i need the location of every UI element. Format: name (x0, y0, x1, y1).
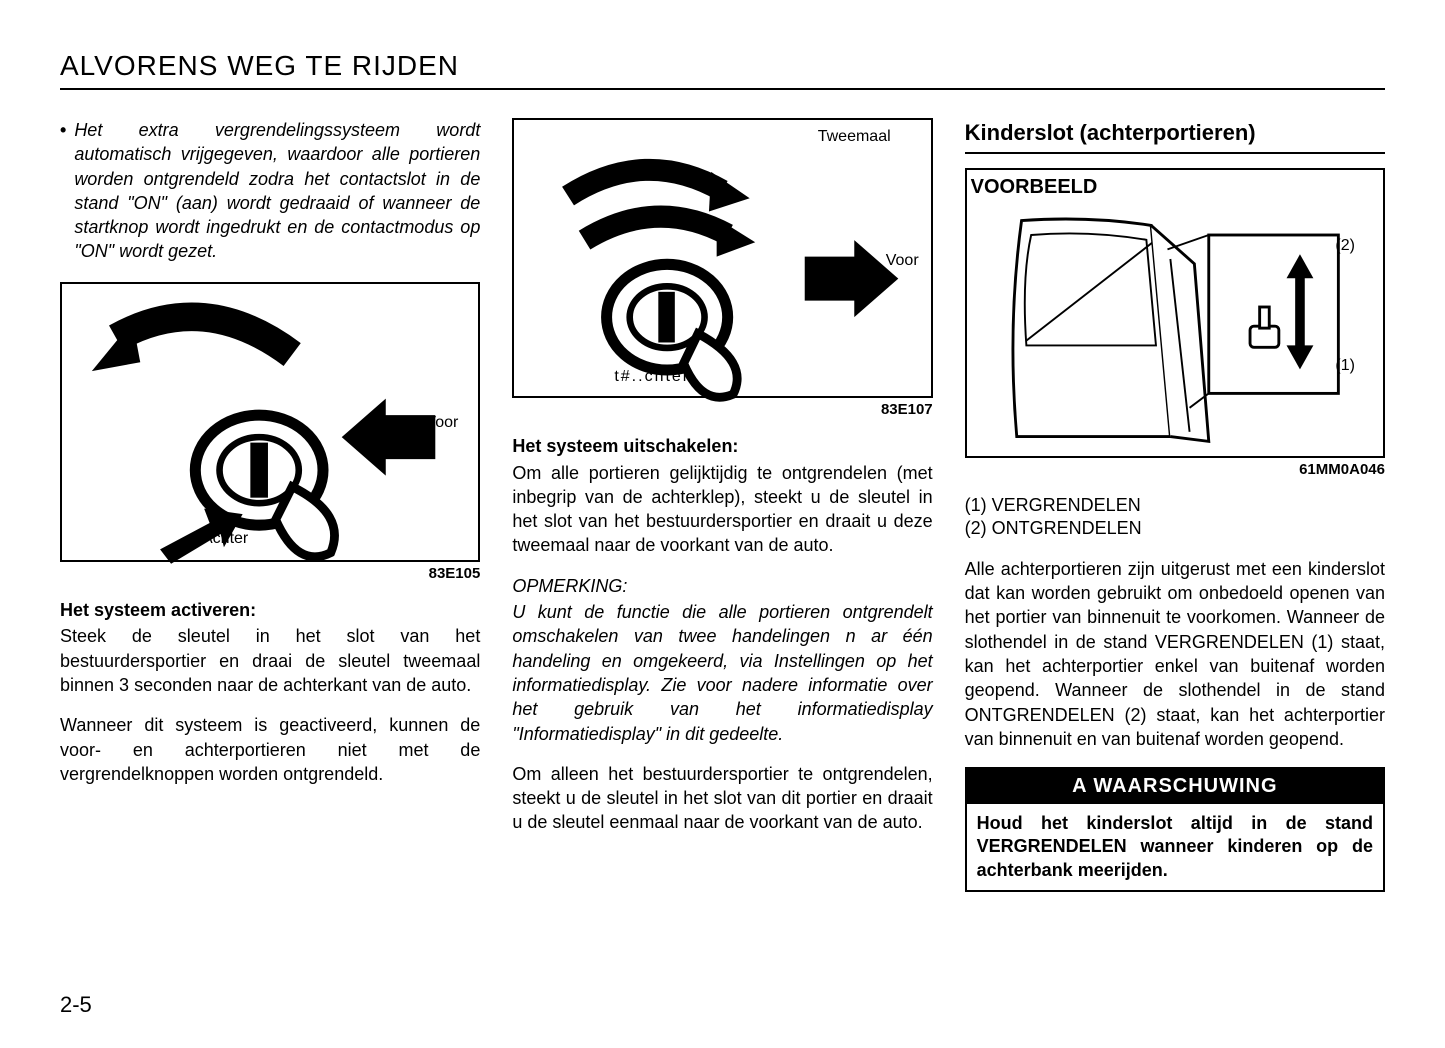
fig2-label-voor: Voor (886, 250, 919, 272)
fig3-caption: 61MM0A046 (965, 460, 1385, 480)
fig3-callout-2: (2) (1335, 235, 1355, 257)
kinderslot-heading: Kinderslot (achterportieren) (965, 118, 1385, 154)
bullet-item: • Het extra vergrendelingssysteem wordt … (60, 118, 480, 264)
content-columns: • Het extra vergrendelingssysteem wordt … (60, 118, 1385, 892)
page-number: 2-5 (60, 992, 92, 1018)
activate-text-2: Wanneer dit systeem is geactiveerd, kunn… (60, 713, 480, 786)
page-title: ALVORENS WEG TE RIJDEN (60, 50, 1385, 90)
column-3: Kinderslot (achterportieren) VOORBEELD (965, 118, 1385, 892)
single-unlock-text: Om alleen het bestuurdersportier te ontg… (512, 762, 932, 835)
column-1: • Het extra vergrendelingssysteem wordt … (60, 118, 480, 892)
column-2: Tweemaal Voor t#..chter 83E107 Het syste… (512, 118, 932, 892)
figure-61mm0a046: VOORBEELD (2) (965, 168, 1385, 458)
warning-header: A WAARSCHUWING (967, 769, 1383, 804)
fig1-label-voor: Voor (425, 412, 458, 434)
door-childlock-icon (967, 211, 1383, 451)
figure-83e107: Tweemaal Voor t#..chter (512, 118, 932, 398)
deactivate-text: Om alle portieren gelijktijdig te ontgre… (512, 461, 932, 558)
figure-83e105: Voor Achter (60, 282, 480, 562)
example-label: VOORBEELD (967, 170, 1383, 211)
fig2-label-tweemaal: Tweemaal (818, 126, 891, 148)
fig3-callout-1: (1) (1335, 355, 1355, 377)
key-turn-icon (72, 294, 468, 580)
fig2-label-achter: t#..chter (614, 366, 690, 388)
deactivate-heading: Het systeem uitschakelen: (512, 434, 932, 458)
legend: (1) VERGRENDELEN (2) ONTGRENDELEN (965, 494, 1385, 541)
activate-heading: Het systeem activeren: (60, 598, 480, 622)
warning-box: A WAARSCHUWING Houd het kinderslot altij… (965, 767, 1385, 892)
bullet-marker: • (60, 118, 66, 264)
note-heading: OPMERKING: (512, 574, 932, 598)
fig1-label-achter: Achter (202, 528, 248, 550)
key-turn-twice-icon (524, 130, 920, 416)
note-text: U kunt de functie die alle portieren ont… (512, 600, 932, 746)
activate-text: Steek de sleutel in het slot van het bes… (60, 624, 480, 697)
legend-1: (1) VERGRENDELEN (965, 494, 1385, 517)
legend-2: (2) ONTGRENDELEN (965, 517, 1385, 540)
bullet-text: Het extra vergrendelingssysteem wordt au… (74, 118, 480, 264)
kinderslot-body: Alle achterportieren zijn uitgerust met … (965, 557, 1385, 751)
warning-body: Houd het kinderslot altijd in de stand V… (967, 804, 1383, 890)
